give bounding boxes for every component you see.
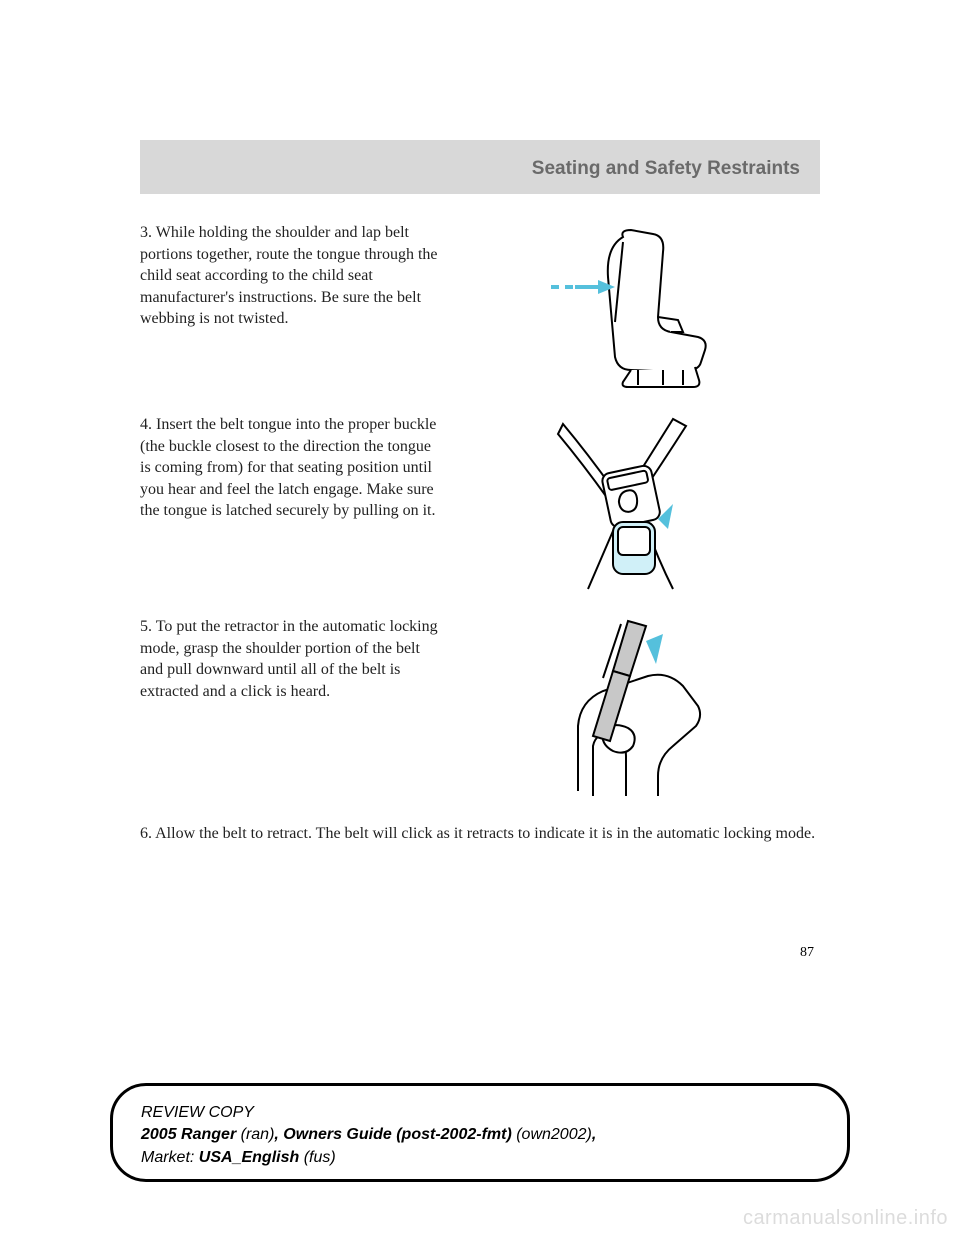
step-4-illustration xyxy=(445,414,820,594)
step-5-illustration xyxy=(445,616,820,801)
watermark: carmanualsonline.info xyxy=(743,1207,948,1230)
footer-line-3: Market: USA_English (fus) xyxy=(141,1147,819,1169)
footer-comma1: , xyxy=(274,1126,283,1143)
footer-guide: Owners Guide (post-2002-fmt) xyxy=(283,1126,511,1143)
step-4-row: 4. Insert the belt tongue into the prope… xyxy=(140,414,820,594)
step-3-text: 3. While holding the shoulder and lap be… xyxy=(140,222,445,330)
footer-ran: (ran) xyxy=(236,1126,274,1143)
child-seat-icon xyxy=(523,222,743,392)
retractor-pull-icon xyxy=(518,616,748,801)
footer-box: REVIEW COPY 2005 Ranger (ran), Owners Gu… xyxy=(110,1083,850,1182)
step-5-row: 5. To put the retractor in the automatic… xyxy=(140,616,820,801)
footer-comma2: , xyxy=(592,1126,596,1143)
footer-market-label: Market: xyxy=(141,1149,199,1166)
step-4-text: 4. Insert the belt tongue into the prope… xyxy=(140,414,445,522)
belt-buckle-icon xyxy=(518,414,748,594)
page-number: 87 xyxy=(140,945,820,961)
footer-model: 2005 Ranger xyxy=(141,1126,236,1143)
step-3-row: 3. While holding the shoulder and lap be… xyxy=(140,222,820,392)
step-3-illustration xyxy=(445,222,820,392)
page-content: Seating and Safety Restraints 3. While h… xyxy=(140,140,820,961)
footer-market: USA_English xyxy=(199,1149,299,1166)
step-6-text: 6. Allow the belt to retract. The belt w… xyxy=(140,823,820,845)
footer-line-2: 2005 Ranger (ran), Owners Guide (post-20… xyxy=(141,1124,819,1146)
footer-own: (own2002) xyxy=(512,1126,592,1143)
section-title: Seating and Safety Restraints xyxy=(532,158,800,179)
footer-fus: (fus) xyxy=(299,1149,335,1166)
footer-review: REVIEW COPY xyxy=(141,1102,819,1124)
step-5-text: 5. To put the retractor in the automatic… xyxy=(140,616,445,702)
section-header: Seating and Safety Restraints xyxy=(140,140,820,194)
